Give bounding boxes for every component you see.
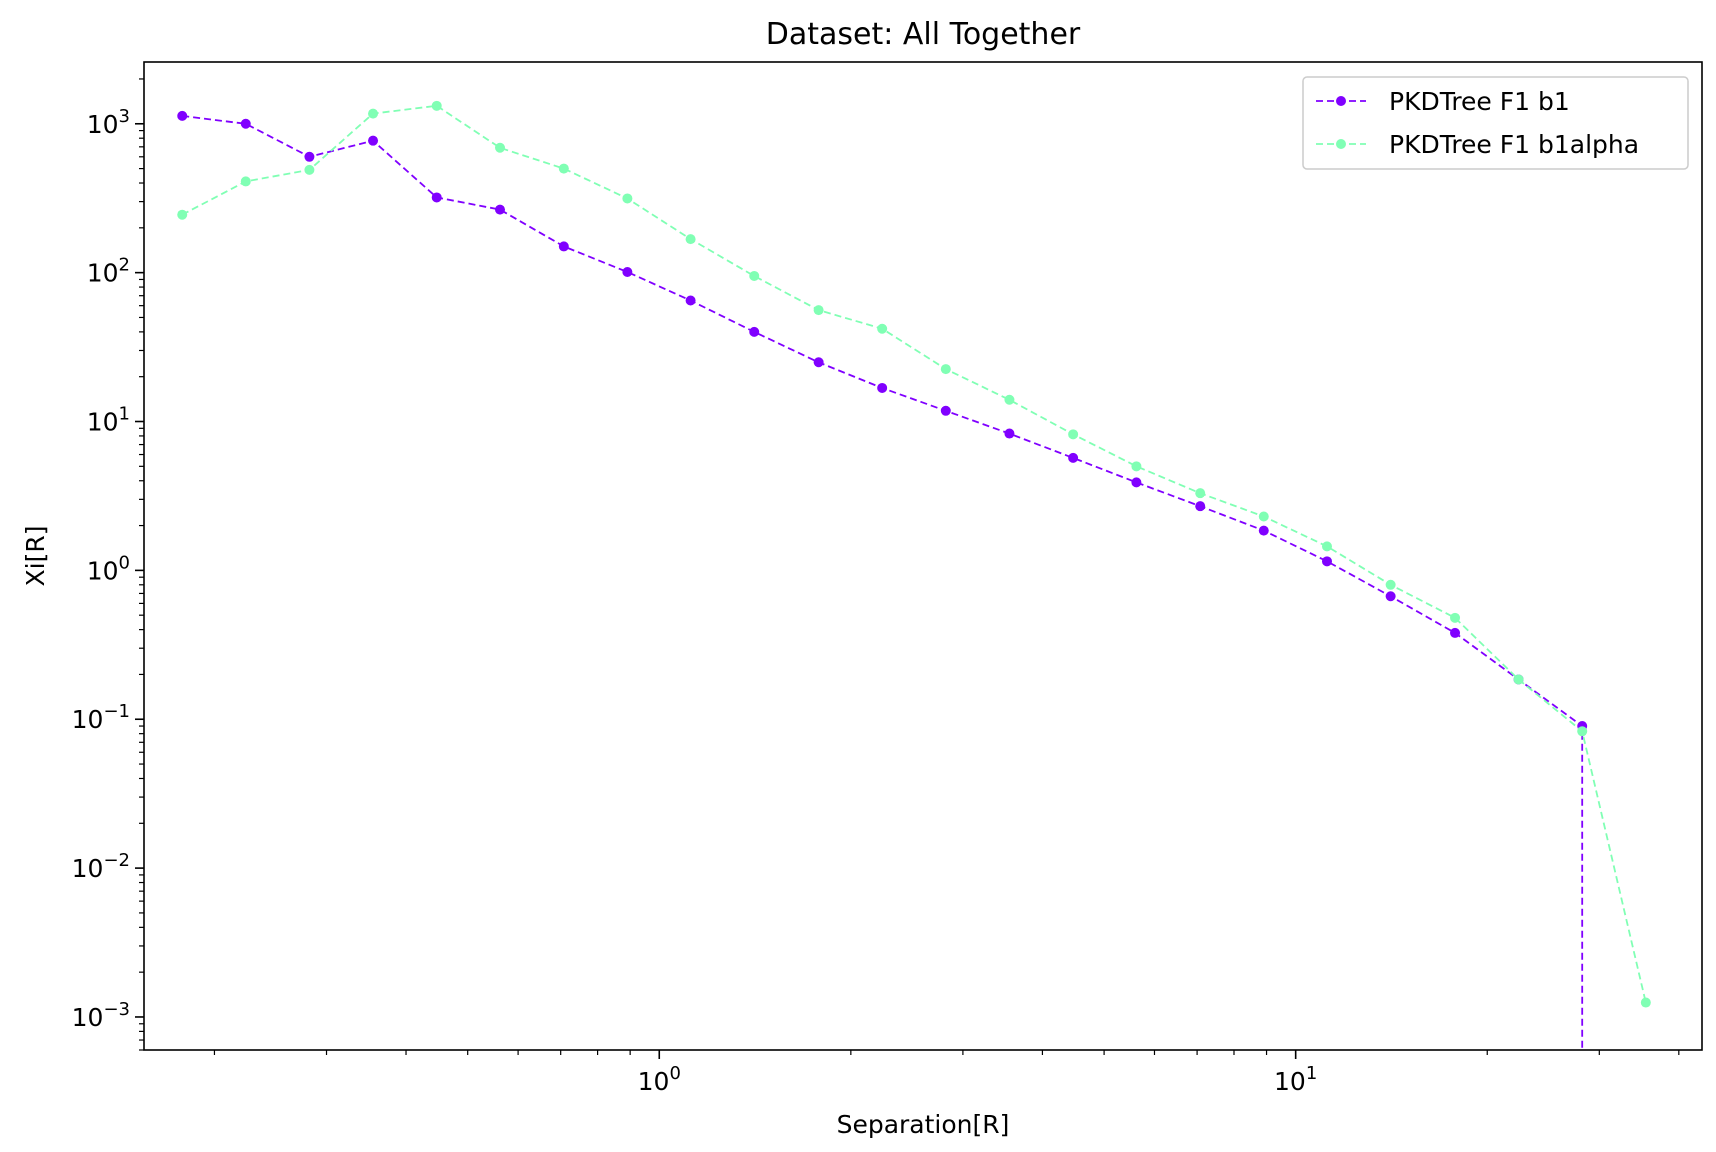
series-2 <box>177 100 1651 1008</box>
data-point <box>368 135 379 146</box>
data-point <box>431 100 442 111</box>
data-point <box>1513 674 1524 685</box>
data-point <box>877 323 888 334</box>
data-point <box>940 405 951 416</box>
data-point <box>1004 394 1015 405</box>
data-point <box>177 209 188 220</box>
data-point <box>1640 997 1651 1008</box>
data-point <box>622 266 633 277</box>
data-point <box>495 142 506 153</box>
data-point <box>1131 461 1142 472</box>
data-point <box>304 151 315 162</box>
data-point <box>877 382 888 393</box>
data-point <box>1195 501 1206 512</box>
x-tick-label: 100 <box>638 1063 681 1096</box>
data-point <box>1068 429 1079 440</box>
data-point <box>622 193 633 204</box>
data-point <box>304 164 315 175</box>
data-point <box>685 295 696 306</box>
data-point <box>813 357 824 368</box>
data-point <box>1577 726 1588 737</box>
legend-label: PKDTree F1 b1alpha <box>1389 130 1639 159</box>
series-line <box>181 104 1647 1003</box>
legend-marker <box>1336 96 1346 106</box>
data-point <box>1385 579 1396 590</box>
y-tick-label: 10−1 <box>72 701 130 734</box>
plot-frame <box>143 61 1703 1051</box>
data-point <box>1258 511 1269 522</box>
data-point <box>431 192 442 203</box>
data-point <box>749 270 760 281</box>
data-point <box>1195 488 1206 499</box>
data-point <box>1258 525 1269 536</box>
x-axis-label: Separation[R] <box>837 1110 1010 1139</box>
y-tick-label: 10−2 <box>72 850 130 883</box>
data-point <box>1068 452 1079 463</box>
y-tick-label: 101 <box>87 404 130 437</box>
legend-box <box>1302 76 1689 170</box>
data-point <box>558 163 569 174</box>
data-point <box>1004 428 1015 439</box>
y-tick-label: 103 <box>87 106 130 139</box>
x-tick-label: 101 <box>1274 1063 1317 1096</box>
y-tick-label: 100 <box>87 552 130 585</box>
series-line <box>182 115 1584 1050</box>
y-tick-label: 10−3 <box>72 999 130 1032</box>
y-tick-label: 102 <box>87 255 130 288</box>
data-point <box>1385 591 1396 602</box>
data-point <box>685 234 696 245</box>
data-point <box>240 176 251 187</box>
axis-ticks: 100 101 10−3 10−2 10−1 100 101 102 103 <box>72 78 1680 1096</box>
data-point <box>1321 541 1332 552</box>
data-point <box>813 305 824 316</box>
data-point <box>558 241 569 252</box>
data-point <box>177 110 188 121</box>
data-point <box>1450 627 1461 638</box>
data-point <box>495 204 506 215</box>
data-point <box>1450 612 1461 623</box>
data-point <box>1321 556 1332 567</box>
series-1 <box>177 110 1588 1050</box>
data-point <box>940 364 951 375</box>
legend-label: PKDTree F1 b1 <box>1389 87 1570 116</box>
legend: PKDTree F1 b1 PKDTree F1 b1alpha <box>1302 76 1689 170</box>
data-point <box>368 108 379 119</box>
chart-title: Dataset: All Together <box>766 17 1081 52</box>
y-axis-label: Xi[R] <box>21 526 50 587</box>
legend-marker <box>1336 139 1346 149</box>
data-point <box>240 118 251 129</box>
data-point <box>749 326 760 337</box>
data-point <box>1131 477 1142 488</box>
series-layer <box>177 100 1651 1050</box>
